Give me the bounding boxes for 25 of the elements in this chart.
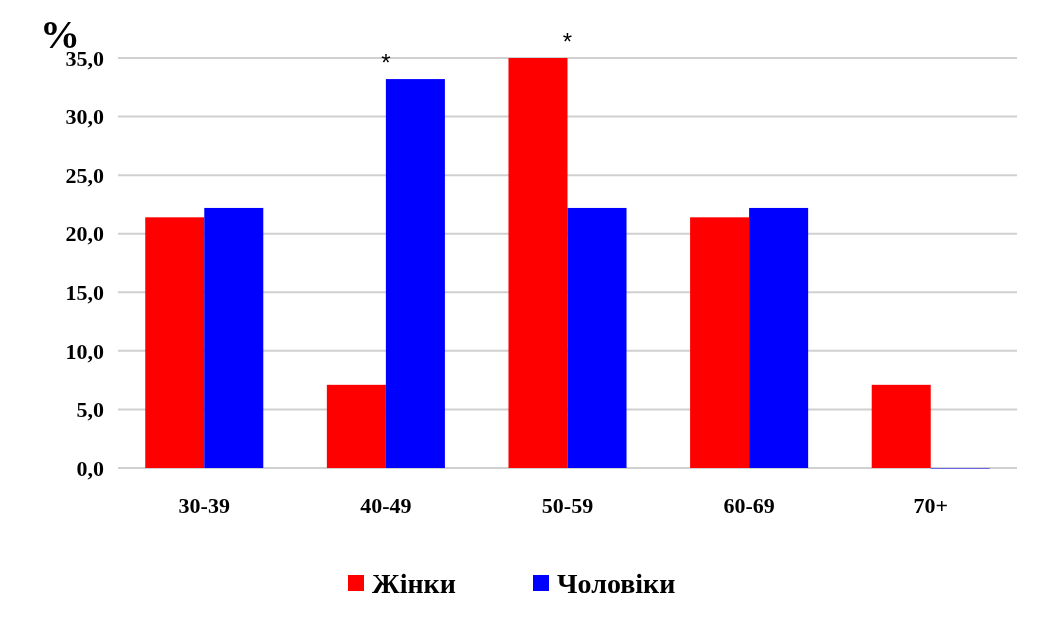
annotation: * [562, 28, 573, 55]
bar [871, 384, 931, 468]
legend-label: Жінки [372, 568, 456, 599]
x-tick-label: 50-59 [541, 493, 594, 518]
bar [567, 207, 627, 468]
bar [690, 217, 750, 468]
x-tick-label: 70+ [913, 493, 949, 518]
x-tick-label: 30-39 [178, 493, 230, 518]
y-tick-label: 5,0 [76, 397, 104, 423]
bar [145, 217, 205, 468]
y-tick-label: 10,0 [65, 338, 104, 364]
bar [326, 384, 386, 468]
y-tick-label: 0,0 [76, 455, 104, 481]
bar [385, 79, 445, 468]
legend-label: Чоловіки [557, 568, 676, 599]
bar [204, 207, 264, 468]
y-tick-label: 25,0 [65, 162, 104, 188]
x-tick-label: 60-69 [723, 493, 775, 518]
y-tick-label: 15,0 [65, 279, 104, 305]
bar [508, 58, 568, 468]
y-tick-label: 30,0 [65, 104, 104, 130]
y-tick-label: 20,0 [65, 221, 104, 247]
bar [749, 207, 809, 468]
x-tick-label: 40-49 [360, 493, 412, 518]
annotation: * [381, 49, 391, 77]
